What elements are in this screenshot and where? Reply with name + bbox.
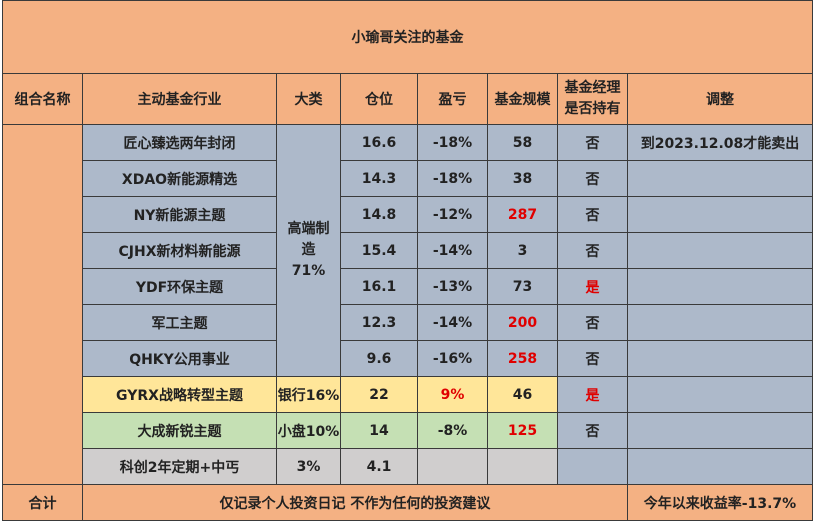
position-cell: 16.1	[340, 268, 418, 305]
fund-name: YDF环保主题	[82, 268, 277, 305]
position-cell: 9.6	[340, 340, 418, 377]
manager-held-cell: 否	[557, 160, 628, 197]
header-position: 仓位	[340, 73, 418, 125]
category-cell: 银行16%	[276, 376, 341, 413]
manager-held-cell	[557, 448, 628, 485]
fund-name: QHKY公用事业	[82, 340, 277, 377]
fund-size-cell: 46	[487, 376, 558, 413]
adjust-cell	[627, 412, 813, 449]
table-row: 匠心臻选两年封闭 高端制造71% 16.6 -18% 58 否 到2023.12…	[2, 124, 813, 485]
fund-name: 大成新锐主题	[82, 412, 277, 449]
adjust-cell	[627, 340, 813, 377]
header-category: 大类	[276, 73, 341, 125]
position-cell: 14.3	[340, 160, 418, 197]
manager-held-cell: 是	[557, 376, 628, 413]
position-cell: 14	[340, 412, 418, 449]
table-row: YDF环保主题 16.1 -13% 73 是	[3, 268, 813, 305]
fund-name: 匠心臻选两年封闭	[82, 124, 277, 161]
position-cell: 16.6	[340, 124, 418, 161]
adjust-cell: 到2023.12.08才能卖出	[627, 124, 813, 161]
adjust-cell	[627, 196, 813, 233]
pnl-cell: -13%	[417, 268, 488, 305]
pnl-cell: 9%	[417, 376, 488, 413]
fund-size-cell: 258	[487, 340, 558, 377]
category-cell: 小盘10%	[276, 412, 341, 449]
fund-size-cell: 38	[487, 160, 558, 197]
header-fund-industry: 主动基金行业	[82, 73, 277, 125]
header-fund-size: 基金规模	[487, 73, 558, 125]
category-cell: 高端制造71%	[276, 124, 341, 377]
pnl-cell	[417, 448, 488, 485]
table-row: 科创2年定期+中丐 3% 4.1	[3, 448, 813, 485]
manager-held-cell: 是	[557, 268, 628, 305]
header-adjust: 调整	[627, 73, 813, 125]
header-portfolio-name: 组合名称	[2, 73, 83, 125]
fund-size-cell: 125	[487, 412, 558, 449]
pnl-cell: -14%	[417, 304, 488, 341]
manager-held-cell: 否	[557, 196, 628, 233]
manager-held-cell: 否	[557, 340, 628, 377]
fund-size-cell: 73	[487, 268, 558, 305]
fund-name: GYRX战略转型主题	[82, 376, 277, 413]
table-row: XDAO新能源精选 14.3 -18% 38 否	[3, 160, 813, 197]
table-row: 军工主题 12.3 -14% 200 否	[3, 304, 813, 341]
pnl-cell: -18%	[417, 160, 488, 197]
position-cell: 4.1	[340, 448, 418, 485]
fund-size-cell: 58	[487, 124, 558, 161]
portfolio-name-cell	[2, 124, 83, 485]
adjust-cell	[627, 268, 813, 305]
footer-return: 今年以来收益率-13.7%	[627, 484, 813, 521]
pnl-cell: -8%	[417, 412, 488, 449]
manager-held-cell: 否	[557, 232, 628, 269]
adjust-cell	[627, 376, 813, 413]
pnl-cell: -12%	[417, 196, 488, 233]
pnl-cell: -18%	[417, 124, 488, 161]
manager-held-cell: 否	[557, 124, 628, 161]
fund-size-cell: 200	[487, 304, 558, 341]
position-cell: 22	[340, 376, 418, 413]
manager-held-cell: 否	[557, 412, 628, 449]
adjust-cell	[627, 448, 813, 485]
table-row: GYRX战略转型主题 银行16% 22 9% 46 是	[3, 376, 813, 413]
table-row: NY新能源主题 14.8 -12% 287 否	[3, 196, 813, 233]
fund-name: 科创2年定期+中丐	[82, 448, 277, 485]
table-row: CJHX新材料新能源 15.4 -14% 3 否	[3, 232, 813, 269]
manager-held-cell: 否	[557, 304, 628, 341]
fund-name: XDAO新能源精选	[82, 160, 277, 197]
adjust-cell	[627, 160, 813, 197]
pnl-cell: -16%	[417, 340, 488, 377]
pnl-cell: -14%	[417, 232, 488, 269]
footer-total-label: 合计	[2, 484, 83, 521]
footer-note: 仅记录个人投资日记 不作为任何的投资建议	[82, 484, 628, 521]
fund-name: CJHX新材料新能源	[82, 232, 277, 269]
fund-size-cell: 287	[487, 196, 558, 233]
position-cell: 14.8	[340, 196, 418, 233]
position-cell: 15.4	[340, 232, 418, 269]
header-manager-held: 基金经理是否持有	[557, 73, 628, 125]
adjust-cell	[627, 304, 813, 341]
adjust-cell	[627, 232, 813, 269]
header-pnl: 盈亏	[417, 73, 488, 125]
position-cell: 12.3	[340, 304, 418, 341]
fund-size-cell	[487, 448, 558, 485]
fund-size-cell: 3	[487, 232, 558, 269]
table-row: QHKY公用事业 9.6 -16% 258 否	[3, 340, 813, 377]
page-title: 小瑜哥关注的基金	[2, 0, 813, 74]
category-cell: 3%	[276, 448, 341, 485]
fund-name: 军工主题	[82, 304, 277, 341]
fund-name: NY新能源主题	[82, 196, 277, 233]
table-row: 大成新锐主题 小盘10% 14 -8% 125 否	[3, 412, 813, 449]
